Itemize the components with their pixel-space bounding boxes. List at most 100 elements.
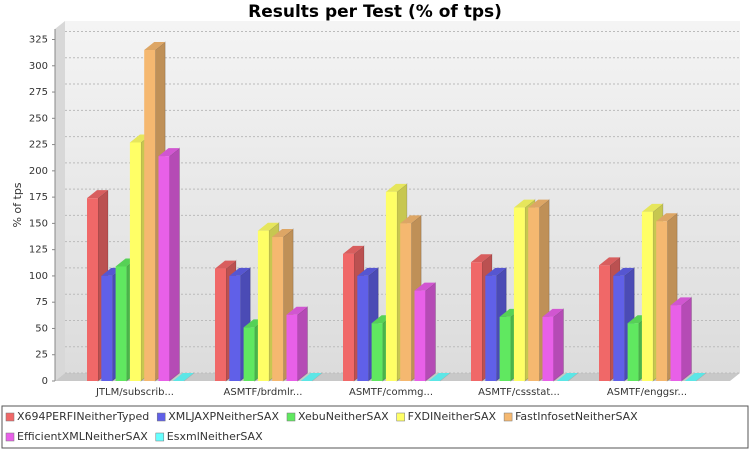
y-tick-label: 125 bbox=[29, 245, 48, 256]
bar-top bbox=[357, 267, 379, 276]
legend-label: EsxmlNeitherSAX bbox=[167, 430, 263, 443]
y-tick-label: 275 bbox=[29, 87, 48, 98]
chart-title: Results per Test (% of tps) bbox=[248, 2, 502, 22]
y-tick-label: 175 bbox=[29, 192, 48, 203]
legend-label: EfficientXMLNeitherSAX bbox=[17, 430, 148, 443]
x-tick-label: ASMTF/commg... bbox=[349, 387, 433, 398]
bar-top bbox=[684, 373, 706, 381]
legend-label: XebuNeitherSAX bbox=[298, 410, 389, 423]
bar bbox=[414, 290, 426, 381]
bar bbox=[613, 275, 625, 381]
legend-label: XMLJAXPNeitherSAX bbox=[168, 410, 279, 423]
bar-top bbox=[215, 260, 236, 269]
bar-top bbox=[272, 229, 294, 238]
bar-top bbox=[670, 297, 692, 306]
bar-side bbox=[553, 307, 564, 383]
legend-label: X694PERFINeitherTyped bbox=[17, 410, 149, 423]
bar bbox=[528, 207, 540, 381]
bar-top bbox=[385, 183, 407, 192]
bar-top bbox=[542, 308, 564, 317]
bar bbox=[101, 275, 113, 381]
bar bbox=[371, 323, 383, 381]
bar bbox=[357, 275, 369, 381]
bar-top bbox=[656, 213, 678, 222]
legend-swatch bbox=[286, 412, 296, 422]
bar bbox=[656, 221, 668, 381]
y-tick-label: 150 bbox=[29, 218, 48, 229]
bar-top bbox=[286, 306, 308, 315]
bar bbox=[400, 223, 412, 381]
y-tick-label: 75 bbox=[35, 297, 48, 308]
legend-swatch bbox=[396, 412, 405, 422]
bar bbox=[257, 230, 269, 381]
y-tick-label: 225 bbox=[29, 140, 48, 151]
bar-top bbox=[613, 267, 635, 276]
legend-label: FXDINeitherSAX bbox=[408, 410, 497, 423]
bar bbox=[599, 265, 610, 381]
legend-label: FastInfosetNeitherSAX bbox=[515, 410, 638, 423]
bar bbox=[343, 253, 354, 381]
x-tick-label: ASMTF/cssstat... bbox=[478, 387, 560, 398]
legend-swatch bbox=[155, 432, 165, 442]
bar-top bbox=[599, 257, 620, 266]
y-tick-label: 0 bbox=[42, 376, 48, 387]
bar-top bbox=[485, 267, 507, 276]
bar bbox=[471, 262, 482, 381]
legend-swatch bbox=[5, 432, 15, 442]
bar-top bbox=[229, 267, 251, 276]
bar bbox=[499, 316, 511, 381]
x-tick-label: JTLM/subscrib... bbox=[95, 387, 174, 398]
bar bbox=[115, 266, 127, 381]
bar-top bbox=[172, 373, 194, 381]
bar-top bbox=[513, 199, 535, 208]
bar bbox=[229, 275, 241, 381]
bar-top bbox=[87, 190, 108, 199]
bar-top bbox=[556, 373, 578, 381]
x-tick-label: ASMTF/enggsr... bbox=[607, 387, 687, 398]
bar-top bbox=[400, 215, 422, 224]
bar bbox=[87, 198, 98, 381]
bar bbox=[243, 327, 255, 381]
y-tick-label: 25 bbox=[35, 350, 48, 361]
bar-top bbox=[641, 203, 663, 212]
y-axis-label: % of tps bbox=[11, 182, 24, 227]
bar bbox=[627, 323, 639, 381]
bar bbox=[670, 305, 682, 381]
bar bbox=[144, 50, 156, 382]
y-tick-label: 200 bbox=[29, 166, 48, 177]
bar bbox=[641, 211, 653, 381]
legend-swatch bbox=[156, 412, 166, 422]
bar-top bbox=[257, 222, 279, 231]
bar-top bbox=[343, 245, 364, 254]
bar bbox=[385, 191, 397, 381]
bar-top bbox=[144, 42, 166, 51]
legend bbox=[1, 405, 749, 449]
bar-top bbox=[414, 282, 436, 291]
legend-swatch bbox=[5, 412, 15, 422]
bar bbox=[272, 237, 284, 381]
left-wall bbox=[55, 21, 65, 381]
bar-side bbox=[425, 281, 436, 383]
bar bbox=[215, 268, 226, 381]
bar-top bbox=[471, 254, 492, 263]
bar-side bbox=[297, 305, 308, 383]
bar-top bbox=[300, 373, 322, 381]
bar bbox=[485, 275, 497, 381]
y-tick-label: 250 bbox=[29, 113, 48, 124]
legend-swatch bbox=[503, 412, 513, 422]
bar-side bbox=[169, 147, 180, 383]
bar-top bbox=[158, 148, 180, 157]
bar bbox=[542, 316, 554, 381]
bar-top bbox=[428, 373, 450, 381]
bar bbox=[513, 207, 525, 381]
y-tick-label: 50 bbox=[35, 323, 48, 334]
y-tick-label: 300 bbox=[29, 61, 48, 72]
bar bbox=[129, 142, 141, 381]
x-tick-label: ASMTF/brdmlr... bbox=[224, 387, 303, 398]
bar bbox=[286, 314, 298, 381]
y-tick-label: 325 bbox=[29, 35, 48, 46]
bar-top bbox=[528, 199, 550, 208]
bar-side bbox=[681, 296, 692, 383]
y-tick-label: 100 bbox=[29, 271, 48, 282]
